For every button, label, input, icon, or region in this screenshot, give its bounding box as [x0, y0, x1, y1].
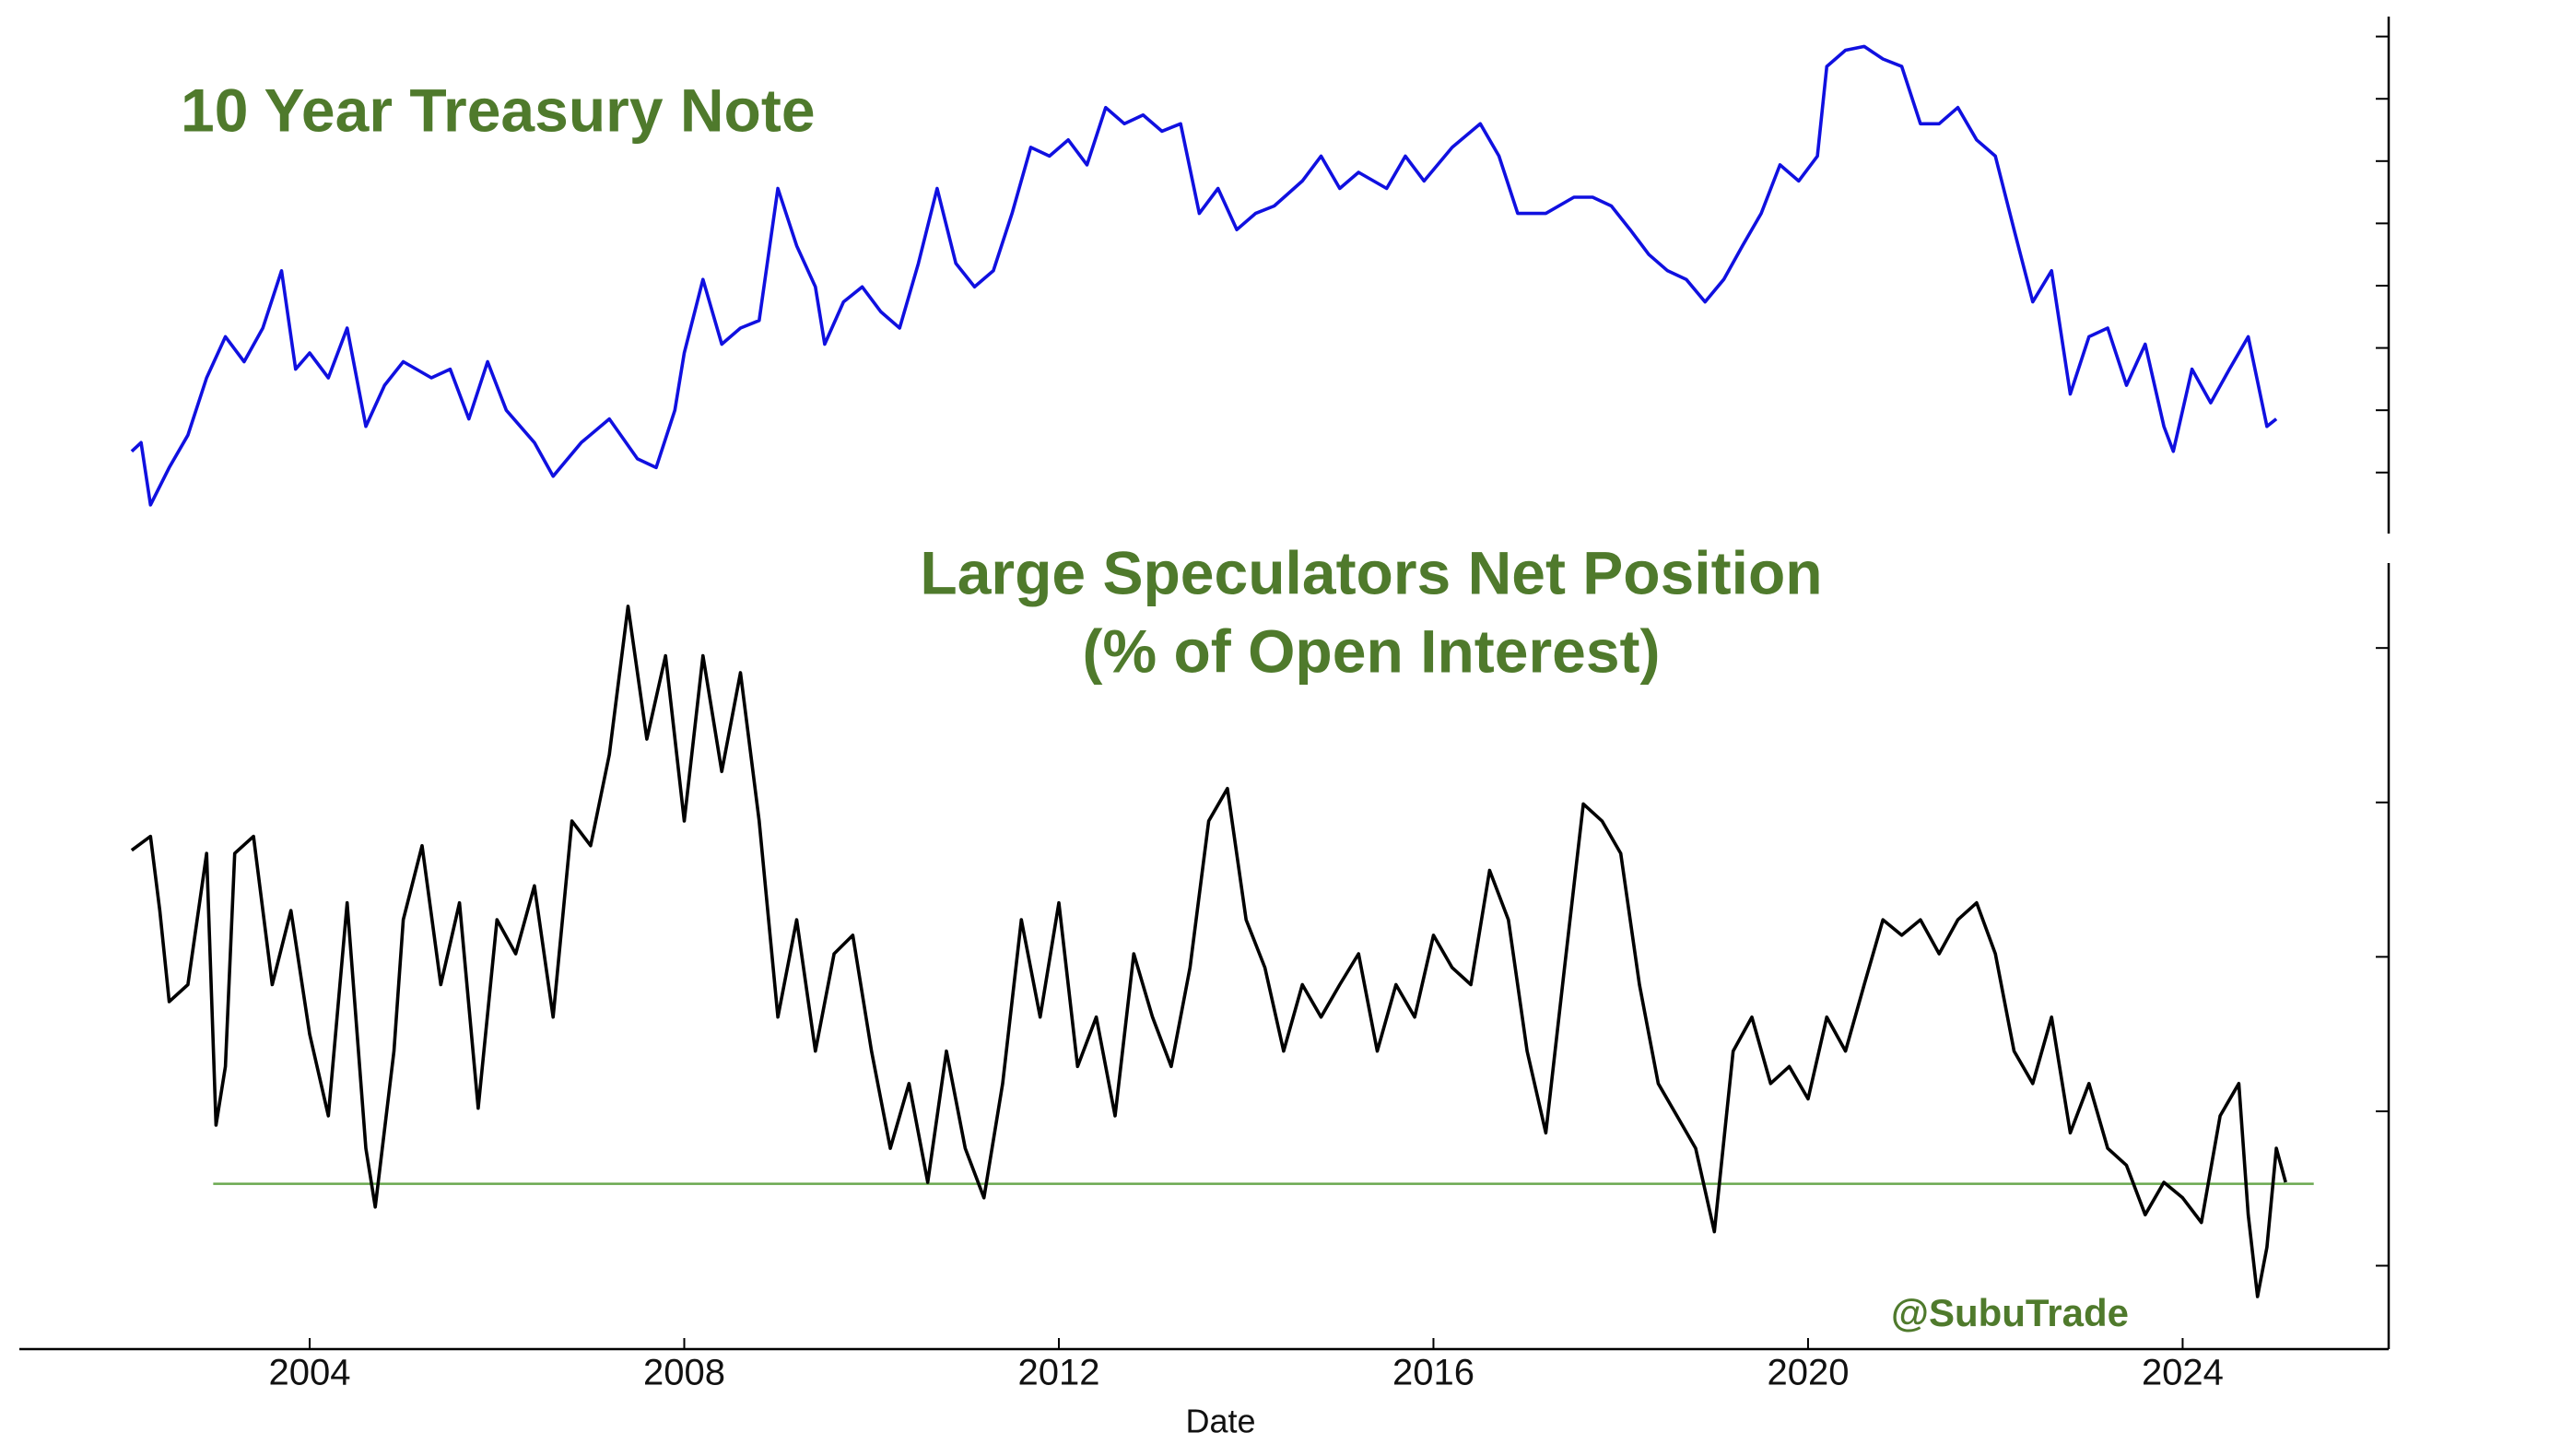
data-line [130, 605, 2287, 1298]
annotation: @SubuTrade [1891, 1291, 2129, 1334]
x-axis-label: Date [1185, 1403, 1255, 1440]
data-line [130, 44, 2278, 507]
x-tick-label: 2004 [269, 1353, 351, 1393]
x-tick-label: 2020 [1767, 1353, 1849, 1393]
x-tick-label: 2012 [1017, 1353, 1099, 1393]
chart-subtitle: (% of Open Interest) [1082, 616, 1660, 685]
x-tick-label: 2008 [643, 1353, 725, 1393]
x-tick-label: 2024 [2142, 1353, 2224, 1393]
x-tick-label: 2016 [1392, 1353, 1474, 1393]
chart-title: Large Speculators Net Position [920, 538, 1822, 606]
chart-title: 10 Year Treasury Note [181, 76, 816, 144]
